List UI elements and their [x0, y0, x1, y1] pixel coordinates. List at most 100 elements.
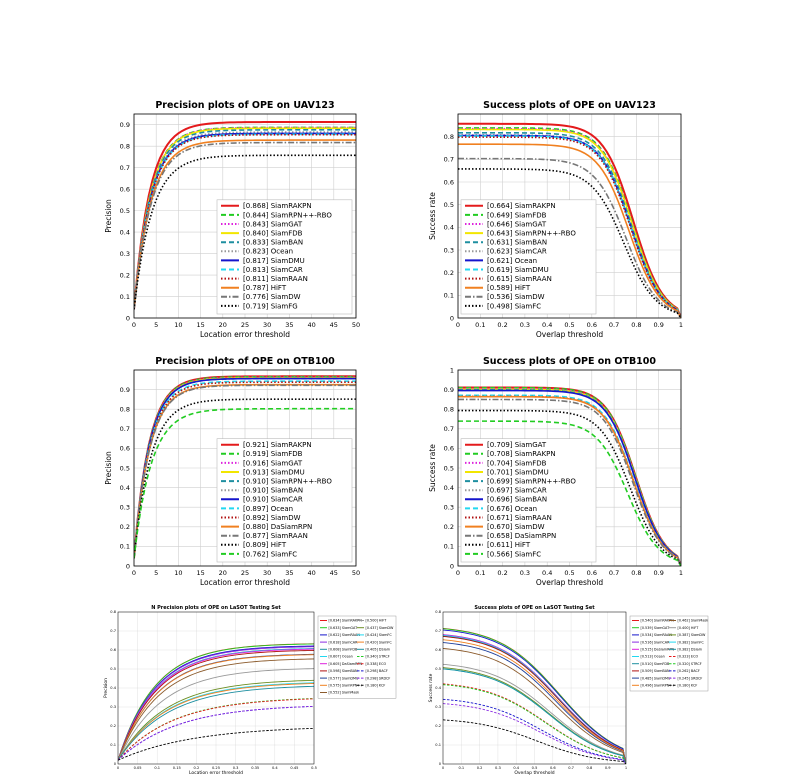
legend-entry: [0.615] SiamRAAN — [487, 275, 552, 283]
chart-6: 0 0.1 0.2 0.3 0.4 0.5 0.6 0.7 0.8 0.9 1 0 0.1 0.2 0.3 0… — [428, 605, 709, 776]
y-tick-label: 0.7 — [120, 164, 130, 172]
series-line — [118, 683, 314, 761]
series-line — [134, 154, 356, 310]
y-axis-label: Precision — [104, 451, 113, 485]
legend-entry: [0.664] SiamRAKPN — [487, 202, 556, 210]
legend-entry: [0.910] SiamCAR — [243, 496, 303, 504]
series-line — [118, 649, 314, 761]
series-line — [458, 136, 681, 318]
x-tick-label: 0.9 — [654, 321, 664, 329]
x-tick-label: 20 — [219, 321, 227, 329]
x-tick-label: 0.1 — [475, 321, 485, 329]
series-line — [134, 139, 356, 310]
legend-entry: [0.382] SiamFC — [678, 640, 705, 644]
legend-entry: [0.708] SiamRAKPN — [487, 450, 556, 458]
legend-entry: [0.811] SiamRAAN — [243, 275, 308, 283]
legend-entry: [0.676] Ocean — [487, 505, 537, 513]
y-tick-label: 0.2 — [444, 269, 454, 277]
legend-entry: [0.913] SiamDMU — [243, 468, 305, 476]
legend-entry: [0.496] SiamRPN++ — [641, 684, 676, 688]
chart-2: 0 0.1 0.2 0.3 0.4 0.5 0.6 0.7 0.8 0.9 1 0 0.1 0.2 0.3 0… — [428, 100, 683, 339]
series-line — [443, 635, 626, 764]
y-tick-label: 0.7 — [110, 629, 116, 633]
y-tick-label: 0.1 — [110, 743, 116, 747]
legend-entry: [0.813] SiamCAR — [243, 266, 303, 274]
y-tick-label: 0.6 — [444, 445, 454, 453]
y-tick-label: 0.5 — [444, 464, 454, 472]
x-tick-label: 0.5 — [564, 321, 574, 329]
x-tick-label: 0.3 — [520, 569, 530, 577]
y-tick-label: 0.4 — [435, 686, 441, 690]
series-group — [118, 643, 314, 761]
series-line — [443, 663, 626, 764]
legend-entry: [0.649] SiamFDB — [487, 211, 547, 219]
x-tick-label: 0.6 — [550, 766, 556, 770]
x-tick-label: 0.9 — [605, 766, 611, 770]
x-tick-label: 0.1 — [458, 766, 464, 770]
y-tick-label: 0.2 — [435, 724, 441, 728]
chart-4: 0 0.1 0.2 0.3 0.4 0.5 0.6 0.7 0.8 0.9 1 0 0.1 0.2 0.3 0… — [428, 356, 683, 587]
legend-box — [460, 438, 597, 563]
x-tick-label: 0.3 — [520, 321, 530, 329]
legend-entry: [0.320] STRCF — [678, 662, 702, 666]
x-tick-label: 0.7 — [609, 569, 619, 577]
y-axis-label: Success rate — [428, 673, 434, 702]
y-tick-label: 0.6 — [120, 445, 130, 453]
legend-entry: [0.762] SiamFC — [243, 550, 297, 558]
legend-entry: [0.696] SiamBAN — [487, 496, 547, 504]
legend-entry: [0.608] SiamFDB — [329, 648, 358, 652]
y-tick-label: 0 — [126, 314, 130, 322]
x-axis-label: Location error threshold — [200, 330, 290, 339]
series-line — [443, 698, 626, 764]
y-tick-label: 0.5 — [435, 667, 441, 671]
y-tick-label: 0.4 — [120, 228, 130, 236]
legend-entry: [0.536] SiamDW — [487, 293, 545, 301]
series-line — [458, 157, 681, 318]
x-axis-label: Overlap threshold — [514, 770, 554, 776]
legend-entry: [0.880] DaSiamRPN — [243, 523, 312, 531]
legend-entry: [0.340] STRCF — [366, 655, 390, 659]
legend-entry: [0.298] SRDCF — [366, 676, 391, 680]
x-tick-label: 0.3 — [495, 766, 501, 770]
series-line — [443, 719, 626, 764]
legend-box — [317, 615, 397, 699]
legend-entry: [0.540] SiamRAKPN — [641, 619, 675, 623]
y-tick-label: 0.1 — [435, 743, 441, 747]
x-tick-label: 1 — [625, 766, 627, 770]
x-tick-label: 15 — [196, 321, 204, 329]
x-tick-label: 15 — [196, 569, 204, 577]
series-group — [458, 386, 681, 566]
legend-entry: [0.671] SiamRAAN — [487, 514, 552, 522]
legend-entry: [0.787] HiFT — [243, 284, 287, 292]
x-tick-label: 0.2 — [477, 766, 483, 770]
legend-entry: [0.420] SiamFC — [366, 640, 393, 644]
y-tick-label: 0.4 — [120, 484, 130, 492]
legend-entry: [0.500] HiFT — [366, 619, 388, 623]
legend-box — [216, 199, 353, 315]
legend-entry: [0.921] SiamRAKPN — [243, 441, 312, 449]
legend-entry: [0.539] SiamGAT — [641, 626, 671, 630]
x-tick-label: 0 — [117, 766, 120, 770]
y-tick-label: 0.9 — [444, 386, 454, 394]
series-line — [443, 647, 626, 764]
series-line — [134, 384, 356, 559]
plot-frame — [442, 611, 627, 765]
y-tick-label: 0.6 — [435, 648, 441, 652]
x-tick-label: 0.6 — [587, 321, 597, 329]
plot-frame — [457, 113, 682, 319]
legend-entry: [0.897] Ocean — [243, 505, 293, 513]
legend-entry: [0.382] DSiam — [678, 648, 703, 652]
x-tick-label: 50 — [352, 321, 360, 329]
x-tick-label: 45 — [330, 569, 338, 577]
x-tick-label: 35 — [285, 569, 293, 577]
x-tick-label: 35 — [285, 321, 293, 329]
series-line — [134, 133, 356, 310]
legend-entry: [0.262] BACF — [678, 669, 700, 673]
x-tick-label: 0.4 — [542, 321, 552, 329]
x-tick-label: 40 — [307, 321, 315, 329]
y-tick-label: 0.8 — [120, 143, 130, 151]
x-tick-label: 0.9 — [654, 569, 664, 577]
x-tick-label: 0 — [132, 321, 136, 329]
x-tick-label: 10 — [174, 321, 182, 329]
legend-entry: [0.892] SiamDW — [243, 514, 301, 522]
